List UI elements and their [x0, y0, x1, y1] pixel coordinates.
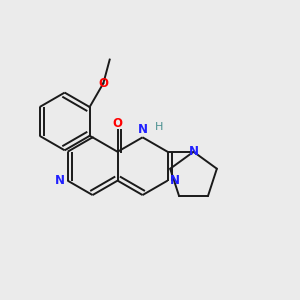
Text: H: H [154, 122, 163, 132]
Text: N: N [188, 145, 199, 158]
Text: O: O [112, 117, 123, 130]
Text: N: N [55, 174, 65, 187]
Text: N: N [170, 174, 180, 187]
Text: N: N [138, 124, 148, 136]
Text: O: O [98, 77, 108, 90]
